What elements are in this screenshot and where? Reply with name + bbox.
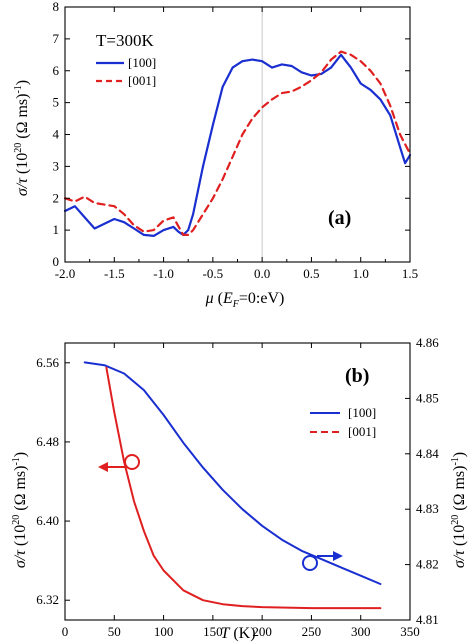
panel-b-series [83, 361, 382, 610]
panel-a-annotation: T=300K [96, 31, 154, 50]
x-tick-label-a: 0.5 [303, 266, 319, 281]
panel-a-series [63, 50, 412, 237]
panel-a-x-title: μ (EF=0:eV) [205, 290, 285, 310]
panel-b: 0 50 100 150 200 250 300 350 6.32 6.40 6.48 6.56 4.8… [11, 335, 468, 642]
y-tick-label-a: 1 [53, 222, 60, 237]
y-tick-label-b-left: 6.56 [36, 355, 59, 370]
legend-b-100-label: [100] [348, 405, 376, 420]
x-tick-label-a: 1.0 [353, 266, 369, 281]
panel-b-y-title-right: σ/τ (1020 (Ω ms)-1) [450, 452, 468, 568]
panel-b-legend: [100] [001] [310, 405, 376, 439]
y-tick-label-a: 3 [53, 158, 60, 173]
y-tick-label-b-left: 6.40 [36, 513, 59, 528]
y-tick-label-b-right: 4.86 [416, 335, 439, 350]
legend-a-001-label: [001] [128, 73, 156, 88]
x-tick-label-b: 0 [62, 624, 69, 639]
y-tick-label-a: 2 [53, 190, 60, 205]
x-tick-label-a: 0.0 [254, 266, 270, 281]
y-tick-label-b-right: 4.82 [416, 557, 439, 572]
y-tick-label-a: 0 [53, 254, 60, 269]
x-tick-label-a: -2.0 [55, 266, 76, 281]
y-tick-label-b-right: 4.85 [416, 390, 439, 405]
panel-b-y-title-left: σ/τ (1020 (Ω ms)-1) [11, 452, 29, 568]
series-line-a-001 [63, 50, 412, 236]
series-line-b-001 [105, 366, 382, 610]
x-tick-label-b: 350 [400, 624, 420, 639]
left-axis-indicator [98, 454, 140, 472]
plot-frame-b [64, 342, 411, 621]
y-tick-label-a: 5 [53, 95, 60, 110]
x-tick-label-a: -1.5 [104, 266, 125, 281]
series-line-b-100 [83, 361, 382, 585]
panel-a-legend: [100] [001] [96, 55, 156, 88]
y-tick-label-b-right: 4.84 [416, 446, 439, 461]
left-axis-arrow-head [98, 462, 108, 472]
x-tick-label-b: 200 [252, 624, 272, 639]
y-tick-label-b-left: 6.32 [36, 592, 59, 607]
legend-a-100-label: [100] [128, 55, 156, 70]
y-tick-label-a: 8 [53, 0, 60, 14]
x-tick-label-a: -0.5 [203, 266, 224, 281]
y-tick-label-a: 4 [53, 127, 60, 142]
right-axis-indicator [302, 551, 343, 571]
panel-a: -2.0 -1.5 -1.0 -0.5 0.0 0.5 1.0 1.5 0 1 2 3 4 5 6 7 8 T=… [13, 0, 418, 310]
panel-a-ticks: -2.0 -1.5 -1.0 -0.5 0.0 0.5 1.0 1.5 0 1 2 3 4 5 6 7 8 [53, 0, 419, 281]
panel-b-x-title: T (K) [220, 625, 255, 642]
x-tick-label-a: 1.5 [402, 266, 418, 281]
y-tick-label-a: 6 [53, 63, 60, 78]
x-tick-label-b: 250 [302, 624, 322, 639]
x-tick-label-a: -1.0 [153, 266, 174, 281]
y-tick-label-b-left: 6.48 [36, 434, 59, 449]
panel-b-label: (b) [345, 365, 369, 387]
x-tick-label-b: 50 [108, 624, 121, 639]
x-tick-label-b: 100 [154, 624, 174, 639]
left-axis-circle-marker [124, 454, 140, 470]
series-line-a-100 [63, 53, 412, 237]
panel-a-y-title: σ/τ (1020 (Ω ms)-1) [13, 80, 31, 196]
panel-a-label: (a) [328, 207, 351, 229]
x-tick-label-b: 150 [203, 624, 223, 639]
y-tick-label-b-right: 4.83 [416, 501, 439, 516]
right-axis-arrow-head [333, 551, 343, 561]
x-tick-label-b: 300 [351, 624, 371, 639]
panel-b-axes [64, 342, 411, 621]
panel-b-ticks: 0 50 100 150 200 250 300 350 6.32 6.40 6.48 6.56 4.8… [36, 335, 439, 639]
y-tick-label-a: 7 [53, 31, 60, 46]
y-tick-label-b-right: 4.81 [416, 612, 439, 627]
legend-b-001-label: [001] [348, 424, 376, 439]
right-axis-circle-marker [302, 555, 318, 571]
